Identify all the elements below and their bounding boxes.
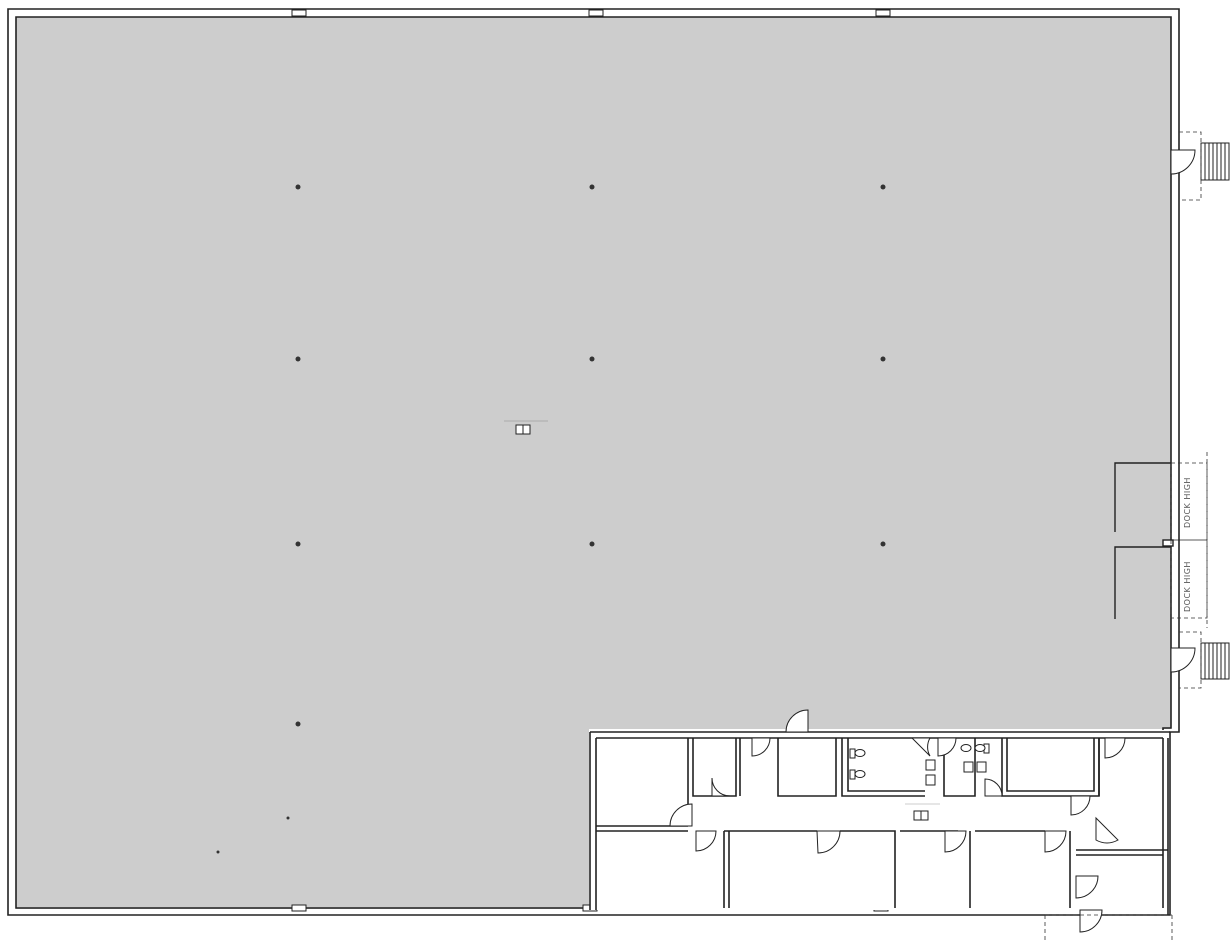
dock-doors: [1114, 452, 1208, 628]
door-swing-icon: [711, 777, 731, 797]
column-icon: [589, 541, 595, 547]
warehouse-floor-lower: [16, 729, 589, 909]
column-icon: [295, 541, 301, 547]
door-swing-icon: [1095, 816, 1119, 844]
column-icon: [589, 356, 595, 362]
door-swing-icon: [816, 830, 841, 854]
column-icon: [880, 541, 886, 547]
door-swing-icon: [1044, 830, 1067, 853]
column-icon: [295, 356, 301, 362]
column-icon: [286, 816, 290, 820]
column-icon: [295, 184, 301, 190]
dock-high-label-lower: DOCK HIGH: [1183, 561, 1192, 612]
column-grid: [216, 184, 886, 854]
office-doors: [669, 709, 1126, 933]
entry-canopy: [1044, 914, 1173, 940]
door-swing-icon: [669, 803, 693, 827]
door-swing-icon: [785, 709, 809, 733]
door-swing-icon: [1170, 149, 1196, 175]
lower-stoop: [1179, 631, 1202, 689]
lower-stair: [1200, 642, 1230, 680]
toilet-icon: [960, 744, 972, 752]
toilet-icon: [849, 769, 866, 780]
door-swing-icon: [695, 830, 717, 852]
column-icon: [880, 184, 886, 190]
door-swing-icon: [751, 737, 771, 757]
door-swing-icon: [1079, 909, 1103, 933]
office-east-wall: [1162, 738, 1169, 915]
restroom-fixtures: [849, 743, 990, 786]
door-swing-icon: [1104, 737, 1126, 759]
sink-icon: [925, 759, 936, 786]
water-fountain-icon: [504, 420, 548, 435]
column-icon: [295, 721, 301, 727]
dock-high-label-upper: DOCK HIGH: [1183, 477, 1192, 528]
door-swing-icon: [984, 778, 1003, 797]
office-walls: [589, 731, 1170, 910]
sink-icon: [963, 761, 987, 773]
door-swing-icon: [1075, 875, 1099, 899]
upper-stoop: [1179, 131, 1202, 201]
toilet-icon: [974, 743, 990, 754]
water-fountain-icon: [905, 803, 940, 821]
column-icon: [216, 850, 220, 854]
loading-dock-icon: [1170, 462, 1208, 619]
column-icon: [589, 184, 595, 190]
door-swing-icon: [1170, 647, 1196, 673]
warehouse-floor: [16, 17, 1171, 729]
door-swing-icon: [1070, 795, 1091, 816]
door-swing-icon: [937, 737, 957, 757]
column-icon: [880, 356, 886, 362]
upper-stair: [1200, 142, 1230, 181]
toilet-icon: [849, 748, 866, 759]
door-swing-icon: [944, 830, 967, 853]
door-swing-icon: [910, 737, 931, 757]
